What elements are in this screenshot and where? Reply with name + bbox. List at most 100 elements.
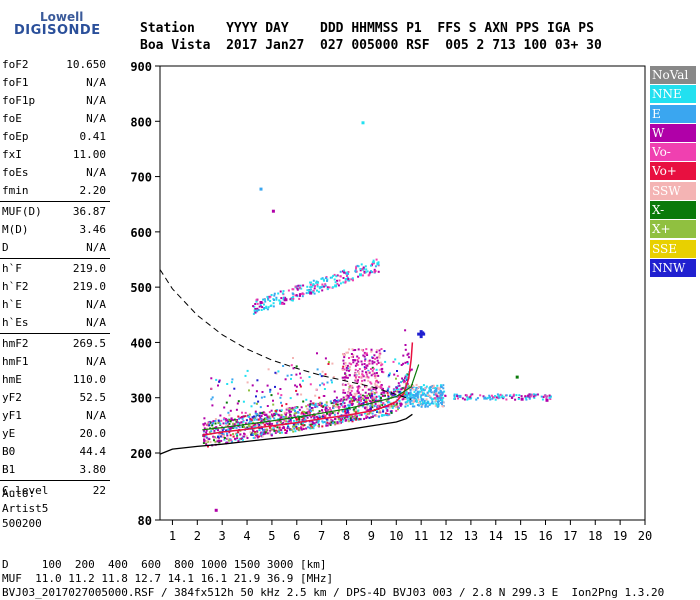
echo-point xyxy=(230,439,233,442)
echo-point xyxy=(359,269,362,272)
echo-point xyxy=(401,387,404,390)
x-tick-label: 17 xyxy=(563,529,577,543)
echo-point xyxy=(413,399,416,402)
echo-point xyxy=(320,405,323,408)
echo-point xyxy=(348,385,351,388)
echo-point xyxy=(345,278,348,280)
echo-point xyxy=(274,412,277,415)
echo-point xyxy=(380,401,383,404)
echo-point xyxy=(365,415,368,418)
param-value: N/A xyxy=(86,355,106,368)
echo-point xyxy=(245,435,248,438)
param-value: N/A xyxy=(86,316,106,329)
echo-point xyxy=(328,422,331,425)
echo-point xyxy=(207,445,209,448)
echo-point xyxy=(204,435,207,438)
x-tick-label: 14 xyxy=(489,529,503,543)
echo-point xyxy=(396,374,399,377)
echo-point xyxy=(356,386,359,388)
echo-point xyxy=(321,277,324,280)
echo-point xyxy=(429,389,432,391)
echo-point xyxy=(275,296,278,299)
echo-point xyxy=(378,352,381,355)
echo-point xyxy=(373,372,376,375)
echo-point xyxy=(395,377,397,380)
echo-point xyxy=(405,390,408,393)
echo-point xyxy=(318,410,321,413)
echo-point xyxy=(291,292,294,295)
echo-point xyxy=(352,396,354,399)
param-value: 10.650 xyxy=(66,58,106,71)
echo-point xyxy=(252,430,255,433)
echo-point xyxy=(256,310,259,313)
echo-point xyxy=(420,394,423,397)
echo-point xyxy=(269,429,272,432)
echo-point xyxy=(301,295,304,298)
echo-point xyxy=(224,418,227,420)
echo-point xyxy=(227,437,230,440)
echo-point xyxy=(307,291,310,294)
echo-point xyxy=(294,423,297,426)
echo-point xyxy=(330,402,333,405)
echo-point xyxy=(222,422,225,425)
echo-point xyxy=(435,392,438,395)
echo-point xyxy=(266,308,269,311)
echo-point xyxy=(282,296,285,299)
echo-point xyxy=(392,405,395,408)
echo-point xyxy=(321,411,324,414)
echo-point xyxy=(398,394,401,397)
echo-point xyxy=(541,398,544,401)
x-tick-label: 1 xyxy=(169,529,176,543)
echo-point xyxy=(422,388,425,391)
echo-point xyxy=(363,399,366,402)
echo-point xyxy=(275,420,277,423)
echo-point xyxy=(371,391,374,394)
echo-point xyxy=(488,394,491,397)
echo-point xyxy=(300,393,303,396)
echo-point xyxy=(367,388,370,391)
echo-point xyxy=(342,281,345,284)
echo-point xyxy=(275,429,278,432)
echo-point xyxy=(374,357,377,360)
echo-point xyxy=(313,422,316,425)
param-value: N/A xyxy=(86,166,106,179)
echo-point xyxy=(334,418,337,420)
echo-point xyxy=(237,440,240,443)
echo-point xyxy=(365,417,368,419)
echo-point xyxy=(416,393,419,396)
param-value: 22 xyxy=(92,484,106,497)
echo-point xyxy=(313,287,316,290)
echo-point xyxy=(330,418,333,421)
echo-point xyxy=(252,305,255,308)
echo-point xyxy=(357,360,360,363)
echo-point xyxy=(284,378,287,381)
echo-point xyxy=(353,410,356,413)
echo-point xyxy=(347,272,349,275)
echo-point xyxy=(313,416,316,419)
echo-point xyxy=(387,375,390,378)
echo-point xyxy=(424,388,426,391)
echo-point xyxy=(369,392,372,395)
echo-point xyxy=(437,398,439,401)
echo-point xyxy=(351,400,354,403)
echo-point xyxy=(428,388,431,391)
echo-point xyxy=(306,416,309,419)
echo-point xyxy=(317,290,320,293)
echo-point xyxy=(351,404,354,406)
echo-point xyxy=(346,415,349,418)
param-key: B0 xyxy=(2,445,16,458)
echo-point xyxy=(369,388,372,391)
echo-point xyxy=(413,397,416,400)
echo-point xyxy=(420,398,423,401)
echo-point xyxy=(407,352,410,355)
echo-point xyxy=(214,418,217,421)
x-tick-label: 11 xyxy=(414,529,428,543)
echo-point xyxy=(321,415,324,418)
echo-point xyxy=(271,209,275,213)
echo-point xyxy=(345,374,348,377)
echo-point xyxy=(355,362,358,365)
echo-point xyxy=(231,440,233,443)
echo-point xyxy=(381,370,383,373)
echo-point xyxy=(290,374,293,376)
echo-point xyxy=(286,430,288,432)
